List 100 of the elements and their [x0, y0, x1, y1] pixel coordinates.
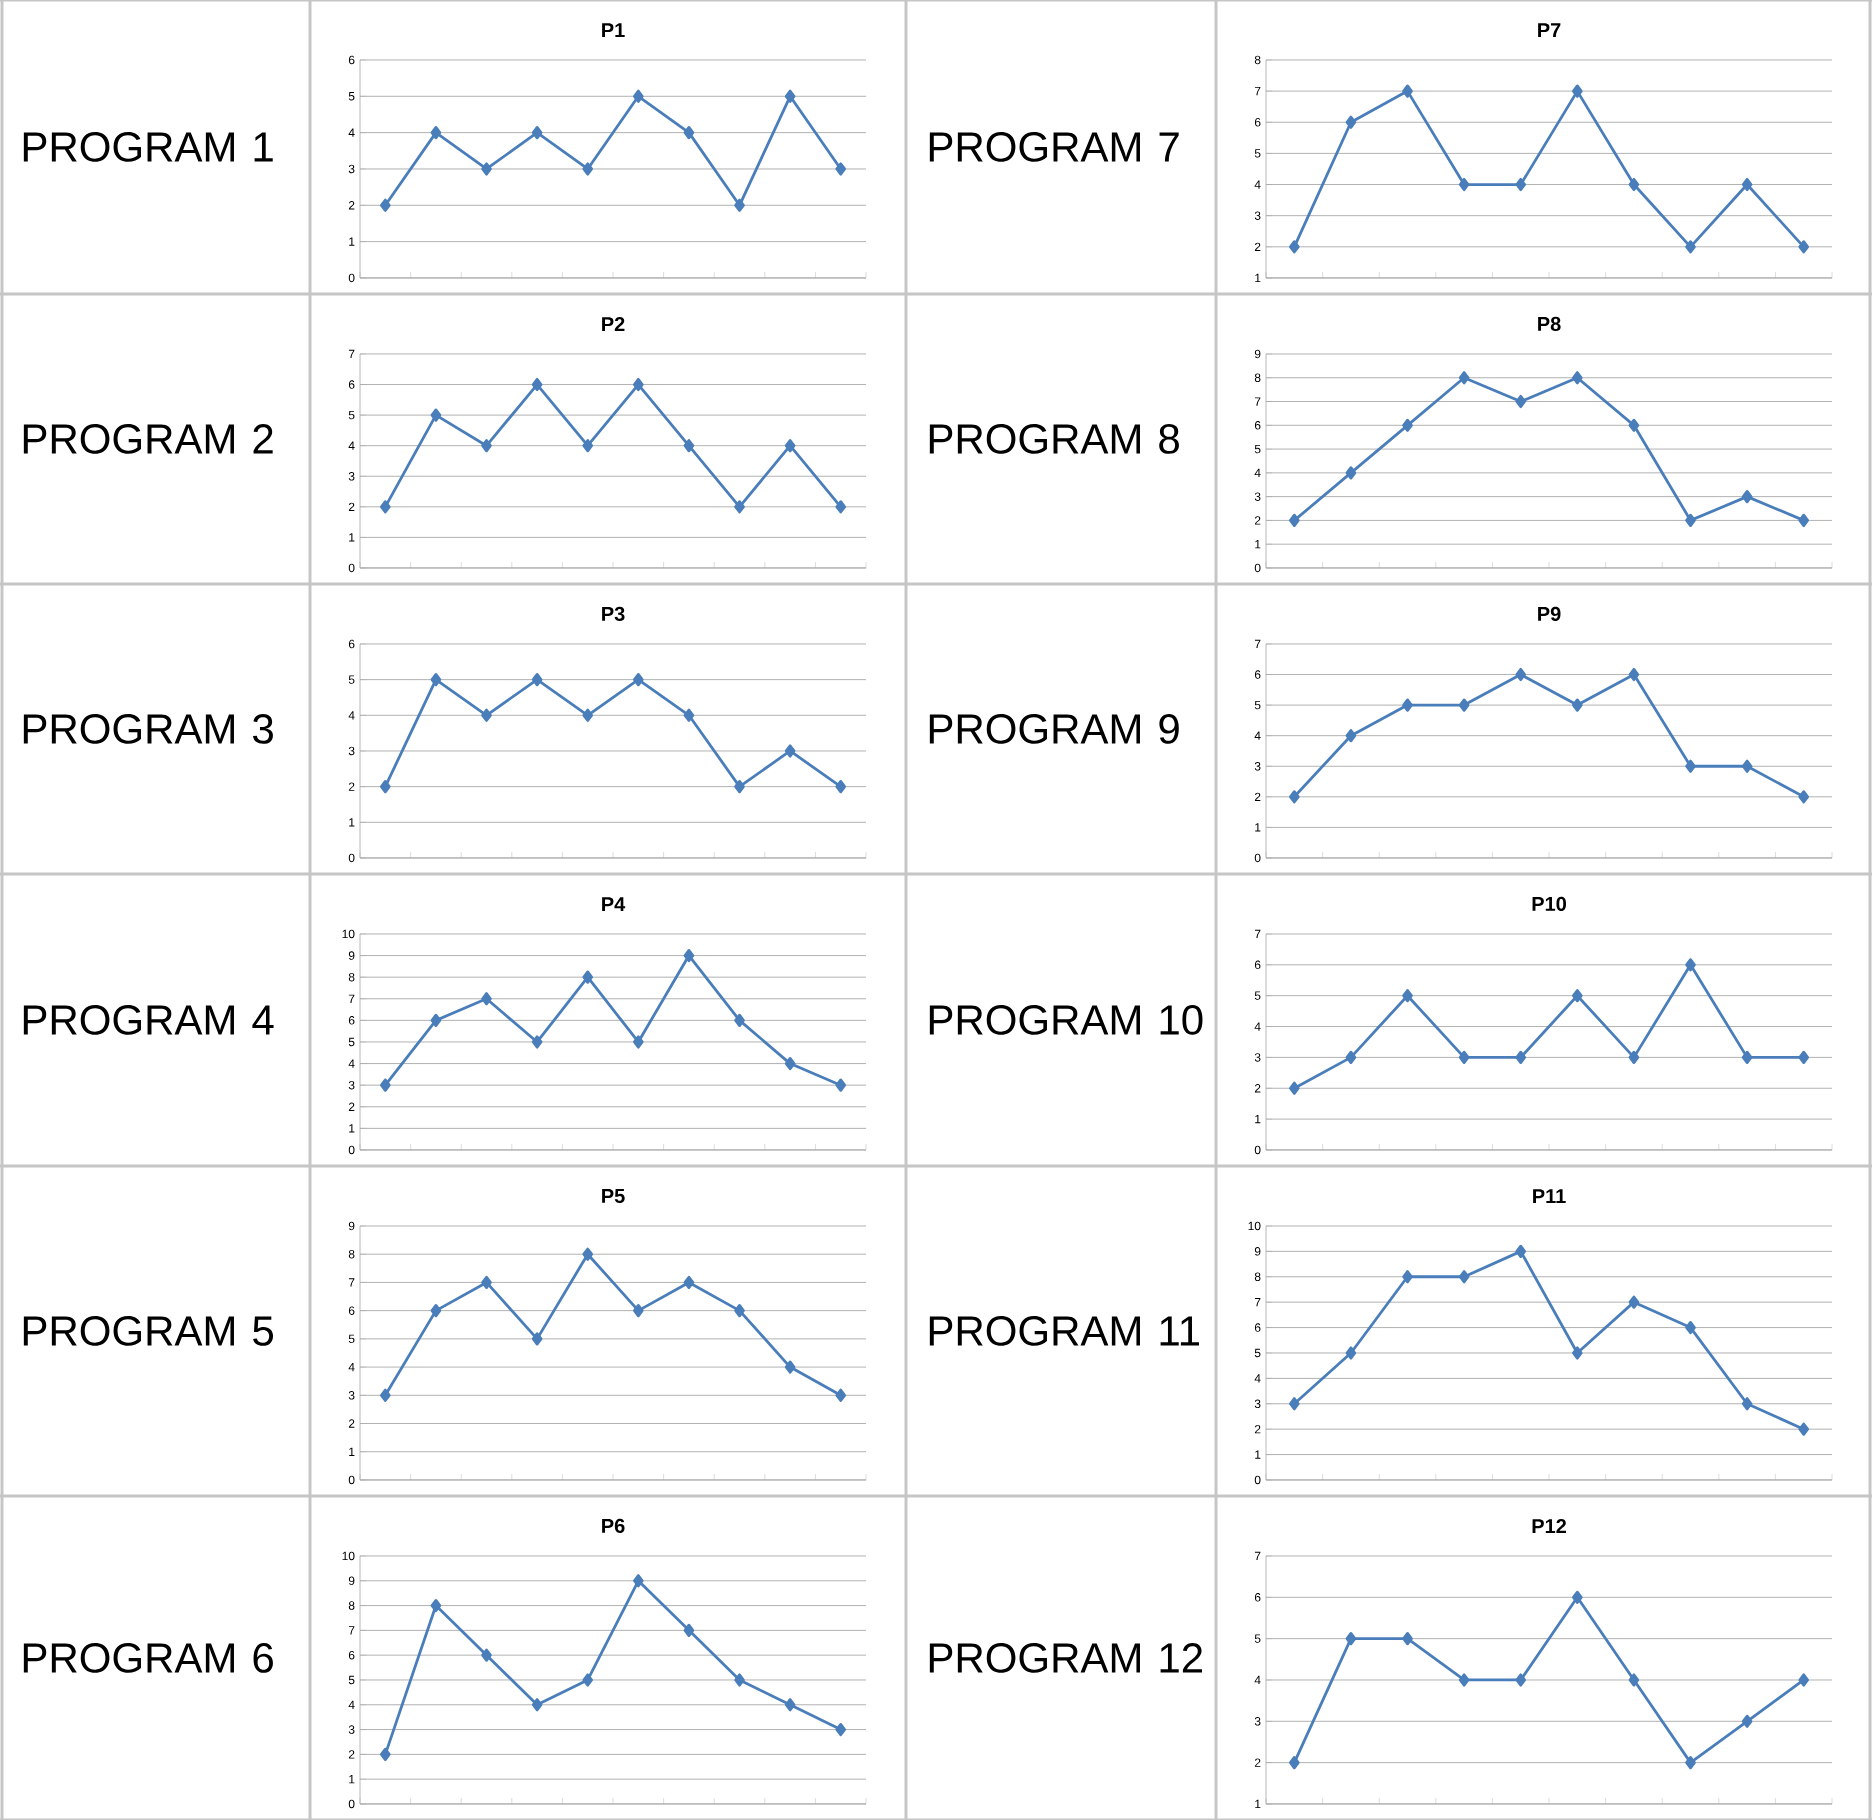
point — [835, 1388, 847, 1402]
point — [1345, 1346, 1357, 1360]
point — [1458, 177, 1470, 192]
point — [380, 198, 391, 212]
text: PROGRAM 11 — [929, 1316, 1200, 1346]
point — [1515, 1244, 1527, 1258]
point — [531, 377, 543, 392]
point — [1572, 989, 1583, 1003]
point — [380, 1078, 391, 1092]
point — [1515, 394, 1527, 409]
text: PROGRAM 1 — [23, 132, 273, 162]
point — [1345, 1050, 1357, 1064]
point — [734, 1013, 745, 1027]
point — [582, 970, 594, 984]
point — [1515, 667, 1527, 682]
point — [1628, 1673, 1640, 1687]
chart-title: P5 — [602, 1189, 625, 1203]
chart-title: P12 — [1532, 1519, 1566, 1533]
point — [1289, 240, 1300, 254]
point — [481, 162, 492, 176]
point — [633, 673, 644, 687]
point — [1402, 1632, 1413, 1646]
point — [582, 162, 594, 176]
point — [734, 1673, 745, 1687]
point — [784, 439, 796, 453]
point — [380, 1747, 391, 1761]
point — [1289, 1756, 1300, 1770]
chart-title: P8 — [1538, 316, 1561, 331]
point — [1458, 1270, 1470, 1284]
point — [633, 1304, 644, 1318]
chart-title: P6 — [602, 1518, 625, 1533]
point — [734, 1304, 745, 1318]
text: PROGRAM 3 — [23, 714, 273, 744]
chart-title: P4 — [602, 897, 626, 911]
point — [1345, 115, 1357, 129]
point — [683, 1275, 695, 1290]
chart-title: P9 — [1538, 606, 1561, 621]
point — [683, 708, 695, 722]
point — [633, 1574, 644, 1588]
point — [784, 1360, 796, 1374]
point — [1572, 371, 1583, 385]
point — [1515, 1050, 1527, 1064]
text: PROGRAM 8 — [929, 424, 1179, 454]
point — [1628, 667, 1640, 682]
point — [1402, 84, 1413, 98]
point — [835, 1722, 847, 1737]
point — [582, 1673, 594, 1687]
text: PROGRAM 6 — [23, 1643, 273, 1673]
point — [1685, 1320, 1696, 1335]
point — [835, 500, 847, 514]
point — [1741, 177, 1753, 192]
point — [1798, 240, 1810, 254]
point — [380, 500, 391, 514]
text: PROGRAM 7 — [929, 132, 1179, 162]
text: PROGRAM 2 — [23, 424, 273, 454]
point — [1741, 759, 1753, 773]
point — [784, 1698, 796, 1712]
text: PROGRAM 4 — [23, 1005, 274, 1035]
point — [582, 1247, 594, 1261]
point — [683, 126, 695, 140]
point — [531, 126, 543, 140]
point — [1289, 1081, 1300, 1095]
point — [1289, 790, 1300, 804]
point — [481, 992, 492, 1006]
point — [1458, 1050, 1470, 1064]
point — [481, 1648, 492, 1662]
point — [1685, 240, 1696, 254]
point — [481, 1275, 492, 1290]
point — [481, 708, 492, 722]
point — [683, 439, 695, 453]
point — [1458, 1673, 1470, 1687]
point — [380, 780, 391, 794]
point — [430, 1598, 442, 1613]
point — [531, 673, 543, 687]
point — [633, 377, 644, 392]
point — [1741, 1397, 1753, 1411]
point — [734, 500, 745, 514]
point — [835, 780, 847, 794]
point — [1345, 729, 1357, 743]
point — [531, 1332, 543, 1346]
point — [1345, 466, 1357, 480]
point — [380, 1388, 391, 1402]
point — [734, 198, 745, 212]
point — [683, 1623, 695, 1637]
point — [1798, 790, 1810, 804]
point — [1628, 1295, 1640, 1309]
point — [1402, 418, 1413, 432]
point — [784, 1056, 796, 1071]
point — [734, 780, 745, 794]
point — [1741, 490, 1753, 504]
point — [784, 89, 796, 103]
point — [1685, 759, 1696, 773]
point — [1515, 1673, 1527, 1687]
point — [1741, 1050, 1753, 1064]
point — [1572, 698, 1583, 712]
point — [1402, 1270, 1413, 1284]
text: PROGRAM 12 — [929, 1643, 1203, 1673]
point — [835, 1078, 847, 1092]
point — [1685, 958, 1696, 972]
point — [784, 744, 796, 758]
